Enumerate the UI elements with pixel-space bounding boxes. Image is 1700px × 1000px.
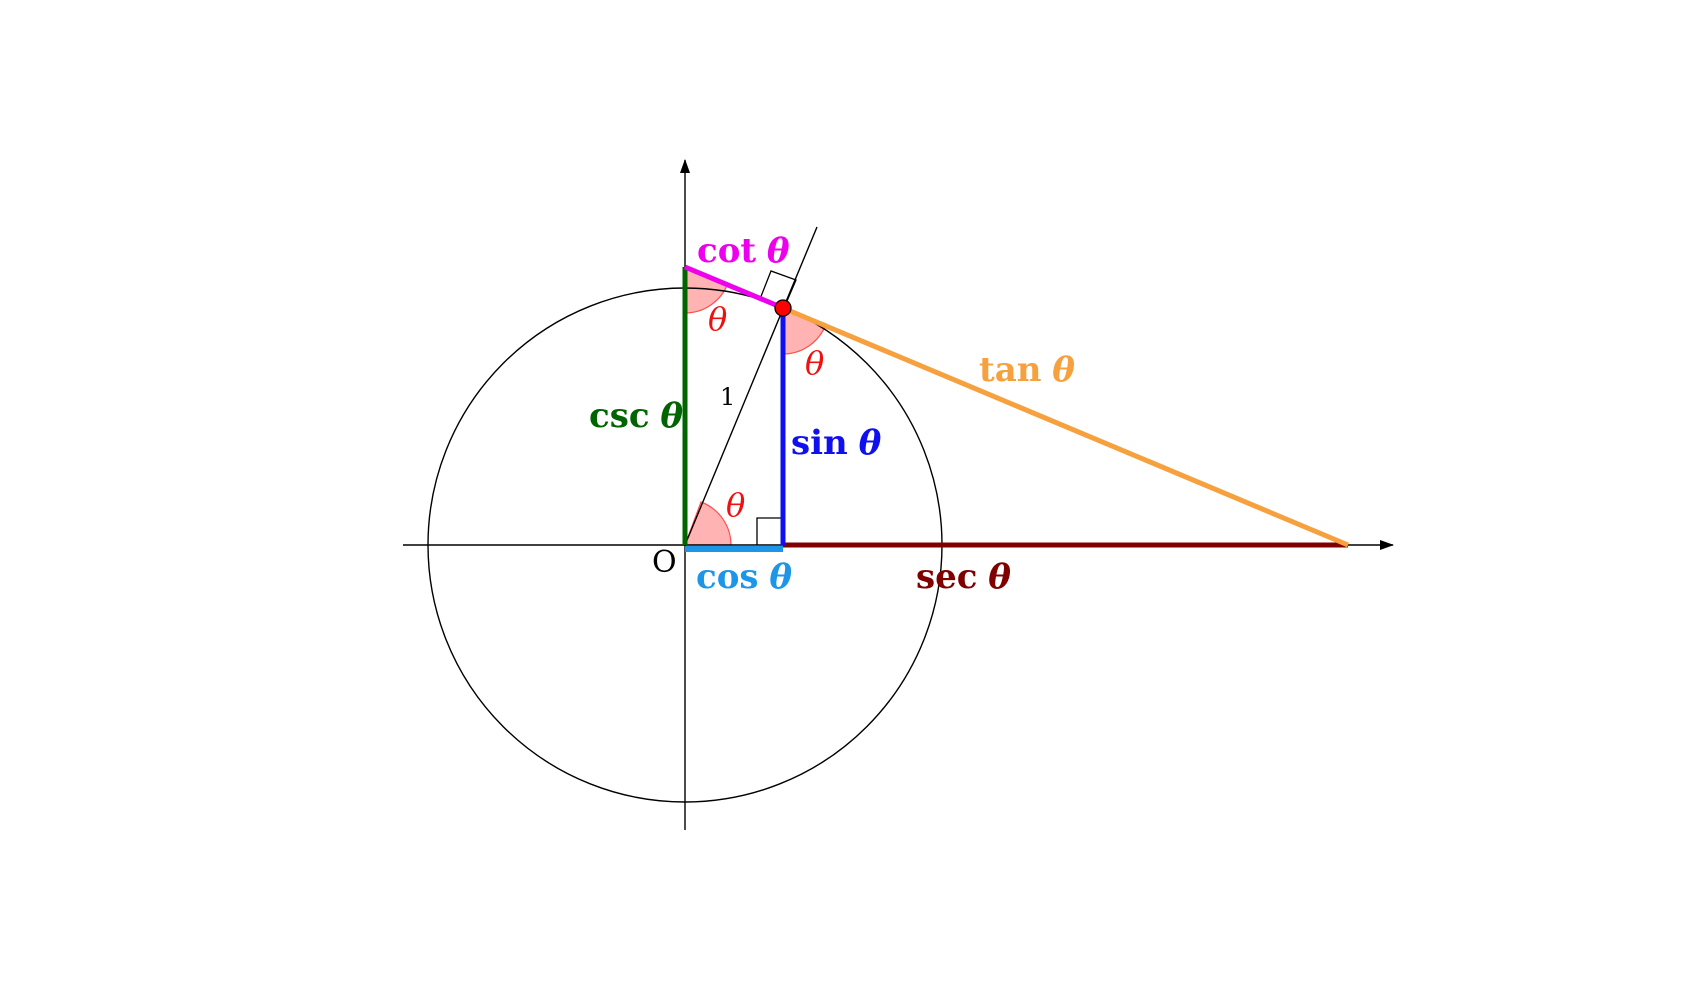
cot-label: cot θ <box>697 231 790 271</box>
right-angle-marker-tangent <box>759 270 797 309</box>
theta-label-cot: θ <box>708 300 727 338</box>
origin-label: O <box>652 545 677 580</box>
theta-label-tangent: θ <box>805 344 824 382</box>
angle-theta-origin <box>684 501 732 546</box>
cot-segment <box>684 264 784 311</box>
tan-segment <box>782 305 1349 548</box>
theta-label-origin: θ <box>726 486 745 524</box>
sin-label: sin θ <box>791 423 882 463</box>
point-on-circle <box>774 299 792 317</box>
tan-label: tan θ <box>979 350 1075 390</box>
radius-label: 1 <box>720 383 735 411</box>
csc-label: csc θ <box>589 396 683 436</box>
sec-label: sec θ <box>916 557 1011 597</box>
cos-label: cos θ <box>696 557 792 597</box>
right-angle-marker-cos <box>756 517 784 545</box>
